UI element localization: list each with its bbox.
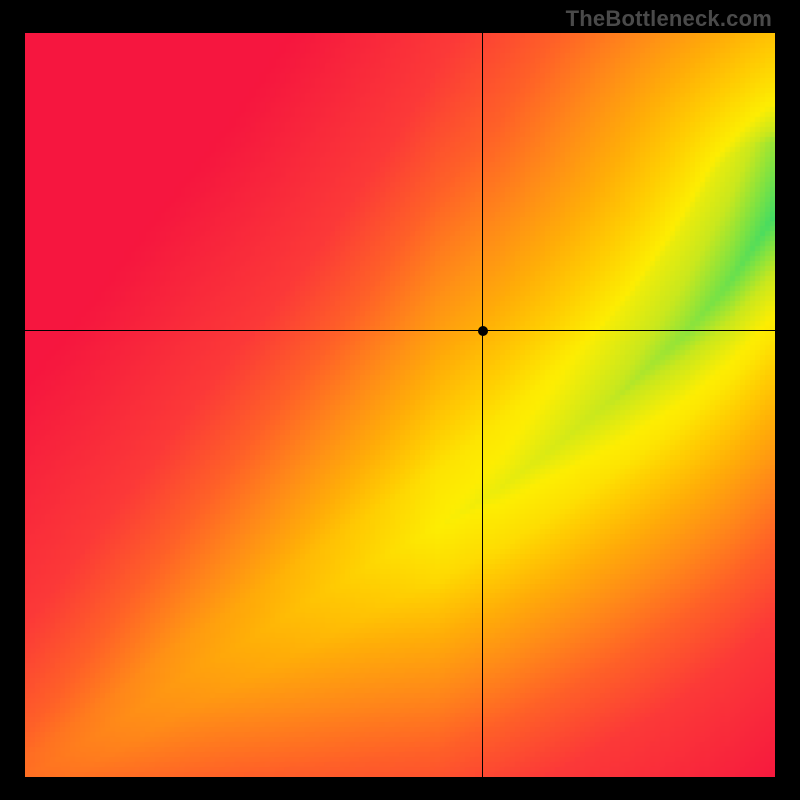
watermark-text: TheBottleneck.com bbox=[566, 6, 772, 32]
crosshair-marker bbox=[478, 326, 488, 336]
heatmap-canvas bbox=[25, 33, 775, 777]
plot-area bbox=[25, 33, 775, 777]
crosshair-horizontal bbox=[25, 330, 775, 332]
chart-container: TheBottleneck.com bbox=[0, 0, 800, 800]
crosshair-vertical bbox=[482, 33, 484, 777]
